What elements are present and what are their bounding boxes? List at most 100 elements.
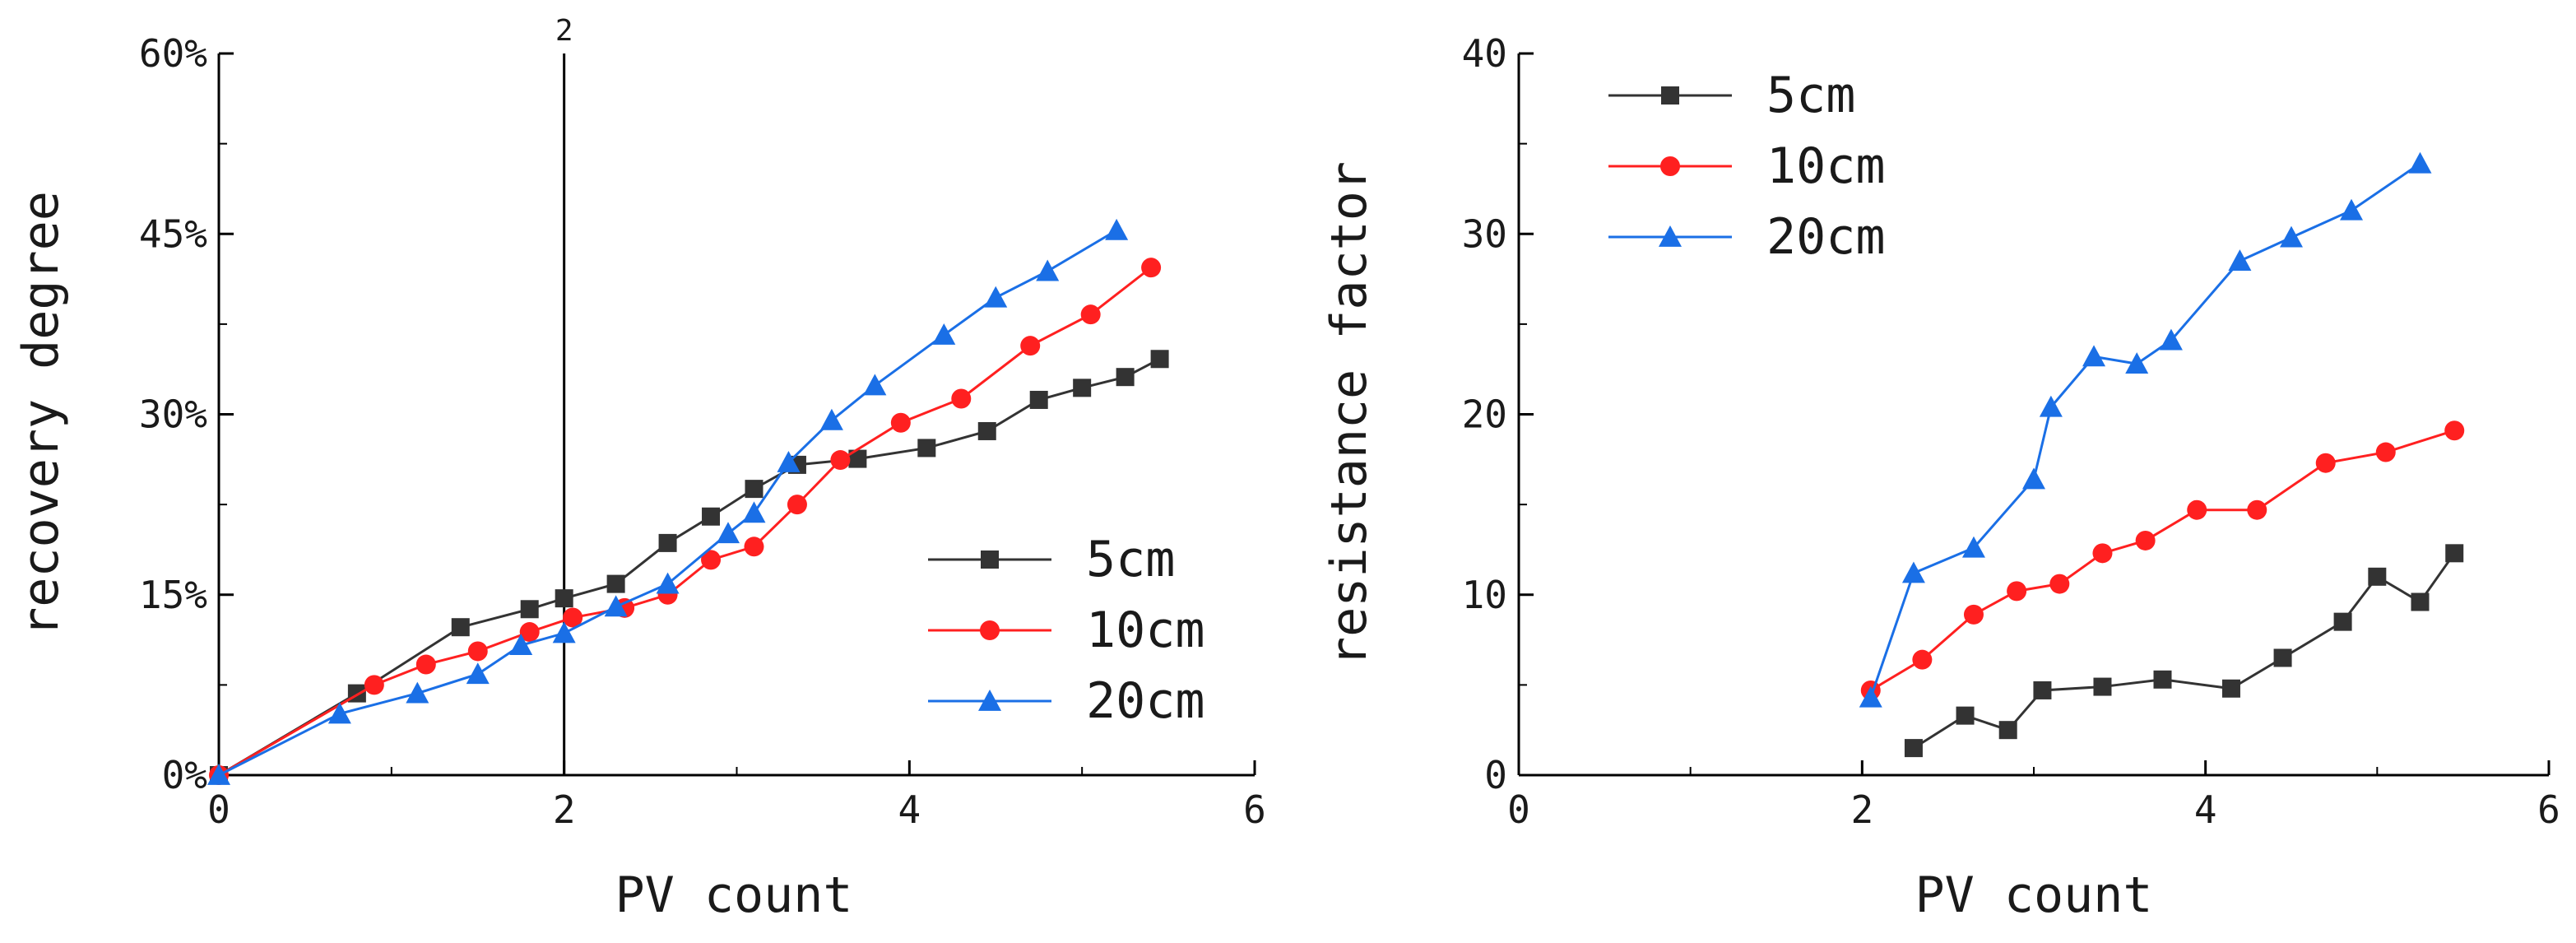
data-point-5cm bbox=[702, 507, 721, 526]
y-tick-label: 60% bbox=[139, 31, 207, 76]
series-10cm bbox=[209, 258, 1162, 785]
data-point-10cm bbox=[563, 607, 583, 628]
y-tick-label: 0 bbox=[1484, 753, 1507, 797]
data-point-5cm bbox=[606, 574, 625, 593]
y-axis-title: resistance factor bbox=[1320, 161, 1378, 667]
legend-item-5cm: 5cm bbox=[928, 531, 1175, 588]
data-point-20cm bbox=[466, 662, 490, 685]
data-point-10cm bbox=[415, 654, 436, 675]
data-point-5cm bbox=[1150, 350, 1169, 369]
data-point-20cm bbox=[777, 450, 801, 472]
data-point-20cm bbox=[1036, 259, 1060, 281]
data-point-5cm bbox=[1956, 706, 1975, 725]
data-point-20cm bbox=[717, 522, 740, 544]
y-tick-label: 30% bbox=[139, 393, 207, 437]
data-point-20cm bbox=[1901, 561, 1925, 583]
data-point-20cm bbox=[509, 634, 533, 656]
legend-label: 5cm bbox=[1086, 531, 1175, 588]
data-point-20cm bbox=[932, 323, 956, 345]
legend-marker bbox=[1660, 156, 1680, 176]
data-point-10cm bbox=[364, 675, 384, 695]
data-point-10cm bbox=[2135, 530, 2156, 550]
data-point-20cm bbox=[604, 595, 628, 617]
legend-label: 20cm bbox=[1086, 672, 1205, 730]
data-point-20cm bbox=[2408, 151, 2432, 174]
data-point-20cm bbox=[2280, 225, 2303, 248]
series-20cm bbox=[1859, 151, 2432, 708]
data-point-10cm bbox=[2007, 581, 2027, 602]
data-point-5cm bbox=[2093, 677, 2112, 696]
data-point-5cm bbox=[2221, 679, 2240, 698]
data-point-5cm bbox=[2333, 612, 2352, 631]
series-line-20cm bbox=[1869, 162, 2421, 699]
y-axis-title: recovery degree bbox=[12, 191, 70, 637]
data-point-10cm bbox=[1080, 304, 1101, 325]
data-point-10cm bbox=[2315, 453, 2336, 473]
data-point-10cm bbox=[1963, 604, 1984, 625]
data-point-20cm bbox=[1105, 218, 1129, 240]
y-tick-label: 15% bbox=[139, 573, 207, 617]
y-tick-label: 40 bbox=[1462, 31, 1507, 76]
data-point-20cm bbox=[2022, 467, 2045, 490]
y-tick-label: 45% bbox=[139, 211, 207, 256]
data-point-20cm bbox=[207, 764, 230, 785]
data-point-20cm bbox=[819, 408, 843, 430]
data-point-10cm bbox=[787, 495, 807, 515]
data-point-20cm bbox=[984, 286, 1008, 308]
data-point-5cm bbox=[1998, 721, 2017, 740]
x-tick-label: 0 bbox=[1507, 787, 1530, 832]
data-point-5cm bbox=[2445, 544, 2464, 563]
data-point-20cm bbox=[552, 621, 576, 643]
data-point-5cm bbox=[520, 600, 539, 619]
data-point-20cm bbox=[863, 374, 887, 396]
data-point-10cm bbox=[1020, 336, 1041, 356]
legend-marker bbox=[978, 690, 1001, 711]
data-point-20cm bbox=[2340, 198, 2364, 221]
data-point-10cm bbox=[890, 412, 911, 433]
legend-item-5cm: 5cm bbox=[1608, 67, 1855, 124]
data-point-10cm bbox=[2187, 499, 2207, 520]
data-point-20cm bbox=[2082, 345, 2106, 367]
x-tick-label: 0 bbox=[207, 787, 230, 832]
data-point-20cm bbox=[2159, 328, 2183, 351]
data-point-5cm bbox=[2273, 648, 2292, 667]
x-tick-label: 6 bbox=[2537, 787, 2560, 832]
data-point-10cm bbox=[951, 388, 972, 409]
data-point-5cm bbox=[2153, 670, 2172, 689]
data-point-5cm bbox=[451, 618, 470, 637]
x-axis-title: PV count bbox=[1915, 866, 2153, 924]
data-point-5cm bbox=[1116, 368, 1135, 387]
data-point-5cm bbox=[2033, 681, 2052, 699]
data-point-10cm bbox=[2092, 543, 2113, 564]
legend-label: 20cm bbox=[1766, 208, 1886, 266]
data-point-20cm bbox=[327, 702, 351, 724]
data-point-10cm bbox=[744, 537, 764, 557]
series-line-10cm bbox=[1869, 429, 2455, 692]
x-tick-label: 2 bbox=[553, 787, 576, 832]
data-point-5cm bbox=[555, 589, 573, 608]
data-point-5cm bbox=[1073, 379, 1092, 397]
data-point-20cm bbox=[2228, 249, 2252, 272]
data-point-10cm bbox=[701, 550, 722, 570]
legend-label: 10cm bbox=[1086, 602, 1205, 659]
data-point-5cm bbox=[658, 533, 677, 552]
data-point-5cm bbox=[2411, 592, 2430, 611]
y-tick-label: 0% bbox=[162, 753, 207, 797]
data-point-5cm bbox=[2368, 567, 2387, 586]
data-point-20cm bbox=[406, 681, 429, 704]
data-point-5cm bbox=[917, 439, 936, 458]
data-point-10cm bbox=[467, 641, 488, 662]
data-point-5cm bbox=[745, 480, 764, 499]
data-point-20cm bbox=[656, 572, 680, 594]
legend-marker bbox=[1661, 86, 1679, 105]
x-tick-label: 2 bbox=[1850, 787, 1873, 832]
data-point-10cm bbox=[2444, 420, 2465, 441]
legend-marker bbox=[981, 550, 999, 569]
y-tick-label: 30 bbox=[1462, 211, 1507, 256]
legend-marker bbox=[980, 620, 1000, 640]
data-point-20cm bbox=[2125, 352, 2149, 374]
data-point-20cm bbox=[1961, 536, 1985, 558]
